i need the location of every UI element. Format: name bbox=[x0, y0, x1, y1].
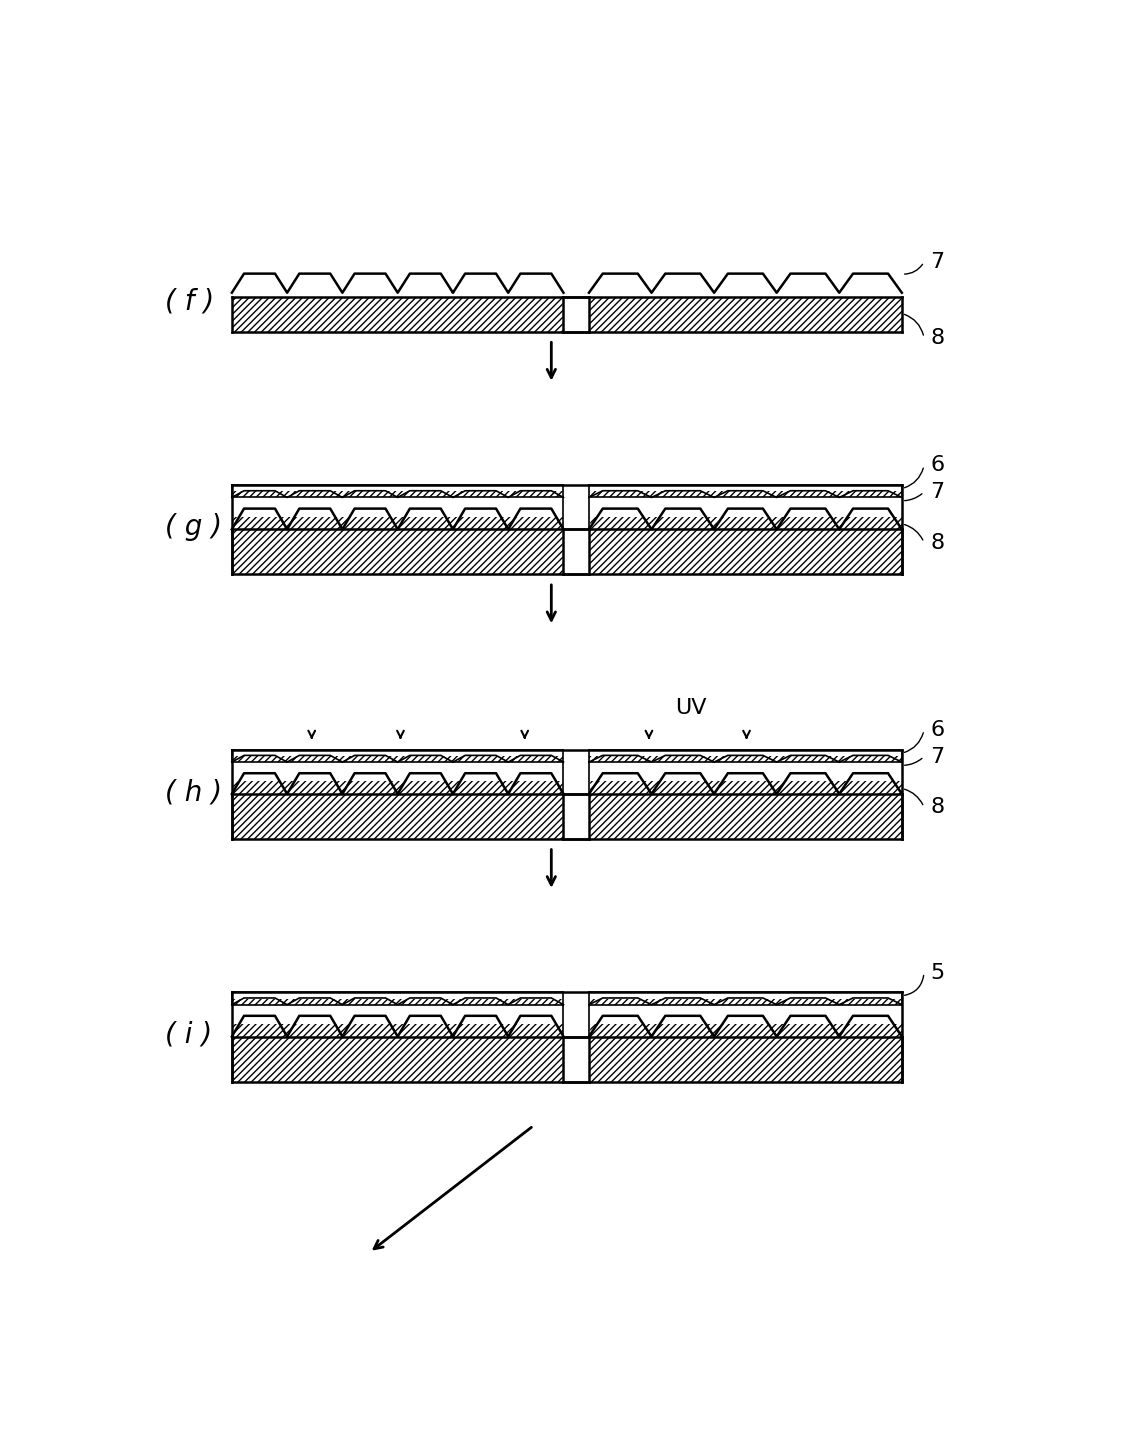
Bar bbox=[589, 756, 902, 762]
Bar bbox=[589, 1037, 902, 1081]
Text: 6: 6 bbox=[930, 455, 945, 475]
Text: 8: 8 bbox=[930, 533, 945, 553]
Text: ( h ): ( h ) bbox=[165, 778, 222, 806]
Bar bbox=[231, 296, 563, 332]
Text: 8: 8 bbox=[930, 798, 945, 818]
Text: ( g ): ( g ) bbox=[165, 514, 222, 541]
Bar bbox=[231, 756, 563, 762]
Bar bbox=[231, 1037, 563, 1081]
Bar bbox=[589, 530, 902, 574]
Bar bbox=[589, 1024, 902, 1037]
Bar bbox=[589, 793, 902, 839]
Bar bbox=[231, 998, 563, 1005]
Bar bbox=[231, 517, 563, 530]
Text: ( f ): ( f ) bbox=[165, 288, 214, 315]
Text: 7: 7 bbox=[930, 483, 945, 503]
Text: ( i ): ( i ) bbox=[165, 1021, 213, 1048]
Text: UV: UV bbox=[676, 697, 708, 717]
Text: 7: 7 bbox=[930, 252, 945, 272]
Text: 5: 5 bbox=[930, 962, 945, 982]
Bar bbox=[231, 491, 563, 497]
Bar bbox=[589, 998, 902, 1005]
Bar bbox=[589, 782, 902, 793]
Bar bbox=[589, 491, 902, 497]
Bar bbox=[231, 1024, 563, 1037]
Bar bbox=[231, 530, 563, 574]
Text: 6: 6 bbox=[930, 720, 945, 740]
Text: 8: 8 bbox=[930, 328, 945, 348]
Bar bbox=[589, 296, 902, 332]
Text: 7: 7 bbox=[930, 746, 945, 766]
Bar bbox=[231, 782, 563, 793]
Bar bbox=[231, 793, 563, 839]
Bar bbox=[589, 517, 902, 530]
